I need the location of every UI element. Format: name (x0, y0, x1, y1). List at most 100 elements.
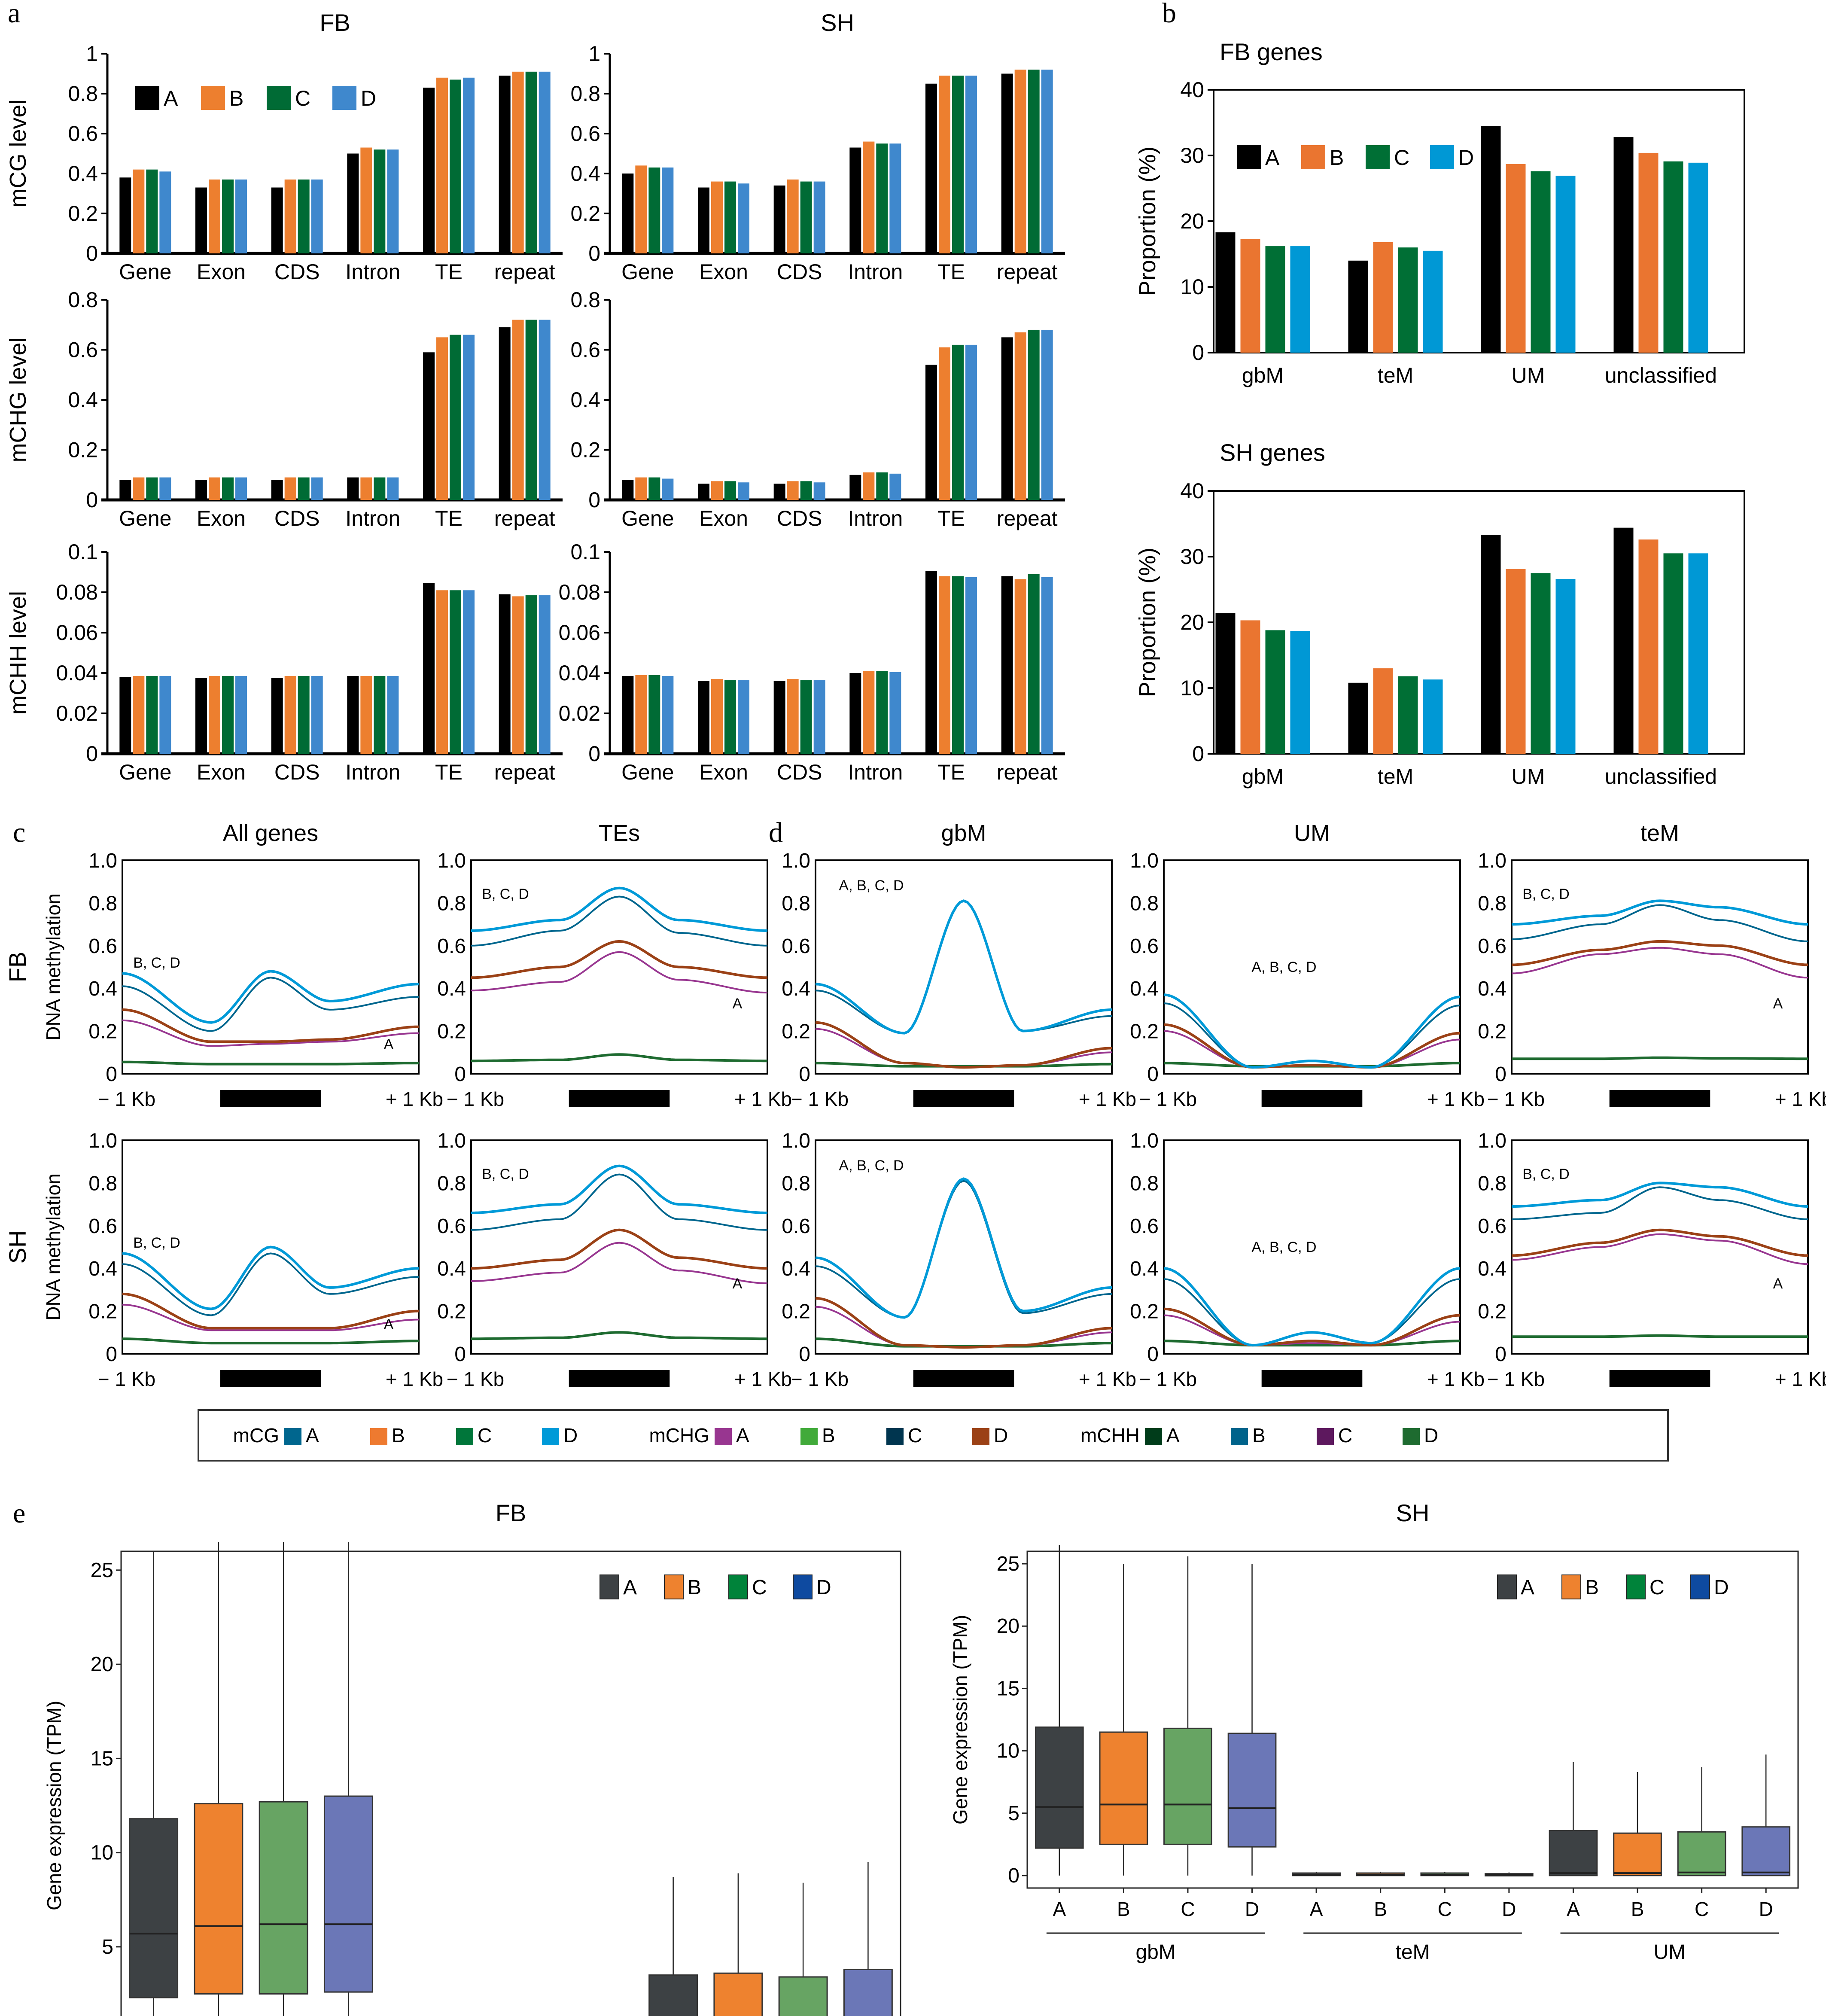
y-tick-label: 0.04 (559, 661, 600, 685)
legend-swatch-D (1690, 1574, 1710, 1599)
x-tick-label: CDS (274, 506, 320, 530)
bar-gene-C (648, 675, 660, 754)
bar-cds-B (284, 477, 296, 500)
box-gbM-B (194, 1803, 243, 1995)
y-tick-label: 0 (1147, 1343, 1159, 1366)
bar-cds-B (787, 481, 799, 500)
bar-cds-C (298, 676, 310, 754)
bar-chart-sh-genes: 0 10 20 30 40 gbM teM UM unclassified SH genes Pro… (1135, 439, 1745, 789)
legend-swatch-mCHG-C (886, 1428, 904, 1445)
line-mCHG-BCD (815, 1297, 1112, 1349)
y-tick-label: 0.2 (68, 201, 98, 225)
panel-letter-b: b (1162, 0, 1176, 29)
x-tick-label: Intron (345, 760, 400, 784)
profile-plot-sh-tes: 0 0.2 0.4 0.6 0.8 1.0 B, C, D A − 1 Kb + 1 Kb (437, 1130, 792, 1390)
bar-te-C (450, 79, 461, 253)
bar-intron-C (876, 143, 888, 253)
bar-te-B (939, 576, 950, 754)
legend-group-label: mCG (233, 1424, 279, 1447)
line-mCG-A (1511, 904, 1808, 942)
bar-unclassified-D (1688, 553, 1708, 754)
bar-cds-C (298, 477, 310, 500)
legend-label: C (908, 1424, 922, 1447)
bar-intron-C (876, 671, 888, 754)
x-tick-label: A (1310, 1898, 1323, 1920)
bar-cds-B (284, 179, 296, 253)
bar-exon-A (195, 480, 207, 500)
y-tick-label: 0 (454, 1343, 466, 1366)
x-tick-label: Gene (621, 760, 674, 784)
bar-chart-fb-genes: 0 10 20 30 40 gbM teM UM unclassified FB genes Pro… (1135, 38, 1745, 387)
line-mCG-BCD (1511, 899, 1808, 926)
y-tick-label: 0.2 (782, 1020, 810, 1043)
x-tick-label: D (1245, 1898, 1259, 1920)
x-tick-label: Intron (848, 260, 903, 284)
bar-exon-C (724, 680, 736, 754)
legend-label-D: D (361, 86, 376, 110)
bar-te-B (436, 590, 448, 754)
x-tick-label: TE (435, 506, 463, 530)
annotation-label: A (733, 1276, 743, 1292)
panel-letter-d: d (769, 817, 783, 848)
bar-tem-C (1398, 676, 1418, 754)
legend-swatch-D (793, 1574, 813, 1599)
line-mCHG-BCD (1511, 940, 1808, 966)
y-tick-label: 0.8 (570, 288, 600, 312)
y-tick-label: 0.2 (88, 1020, 117, 1043)
bar-te-B (939, 76, 950, 253)
y-tick-label: 0 (1192, 742, 1204, 766)
bar-cds-D (311, 477, 323, 500)
bar-tem-A (1348, 682, 1368, 754)
bar-gene-D (159, 171, 171, 253)
bar-exon-D (738, 482, 749, 500)
x-tick-label: C (1695, 1898, 1709, 1920)
y-tick-label: 0 (106, 1343, 117, 1366)
bar-te-D (965, 577, 977, 754)
bar-intron-C (876, 472, 888, 500)
line-mCG-BCD (122, 1246, 419, 1310)
box-UM-D (1741, 1826, 1791, 1876)
line-mCG-BCD (815, 1177, 1112, 1319)
y-tick-label: 0 (1147, 1063, 1159, 1086)
gene-body-bar (220, 1370, 321, 1387)
bar-repeat-C (1028, 574, 1040, 754)
row-label-sh: SH (4, 1230, 31, 1264)
bar-repeat-B (1014, 579, 1026, 754)
box-UM-A (1549, 1830, 1598, 1876)
bar-te-D (965, 76, 977, 253)
y-tick-label: 0.6 (570, 122, 600, 146)
bar-te-A (423, 88, 435, 254)
bar-repeat-A (499, 594, 511, 754)
annotation-label: A (1773, 996, 1783, 1012)
x-tick-label: repeat (494, 760, 555, 784)
x-tick-label: C (1438, 1898, 1452, 1920)
bar-unclassified-D (1688, 162, 1708, 353)
bar-tem-B (1373, 242, 1393, 353)
line-mCG-BCD (815, 899, 1112, 1035)
x-tick-label: CDS (777, 260, 822, 284)
bar-te-D (463, 335, 475, 500)
line-mCG-BCD (1511, 1182, 1808, 1208)
x-tick-label: A (1053, 1898, 1066, 1920)
y-axis-label: Gene expression (TPM) (43, 1701, 65, 1910)
y-tick-label: 0.4 (782, 978, 810, 1000)
bar-intron-A (849, 475, 861, 500)
bar-exon-C (222, 676, 234, 754)
legend-group-label: mCHH (1080, 1424, 1140, 1447)
y-tick-label: 0.8 (1130, 892, 1159, 915)
bar-repeat-D (1041, 577, 1053, 754)
y-tick-label: 10 (997, 1740, 1020, 1763)
plot-frame (1511, 859, 1809, 1075)
bar-repeat-D (539, 71, 551, 253)
bar-cds-B (787, 179, 799, 253)
legend-label-D: D (1714, 1576, 1729, 1599)
annotation-label: B, C, D (1522, 886, 1570, 902)
legend-swatch-mCHH-A (1145, 1428, 1162, 1445)
bar-gbm-D (1290, 246, 1310, 353)
y-tick-label: 0.6 (1130, 935, 1159, 958)
column-title: All genes (223, 820, 318, 846)
line-mCHG-BCD (471, 1228, 768, 1270)
x-tick-label: repeat (494, 260, 555, 284)
y-tick-label: 1.0 (1130, 850, 1159, 872)
legend-label: C (1338, 1424, 1352, 1447)
